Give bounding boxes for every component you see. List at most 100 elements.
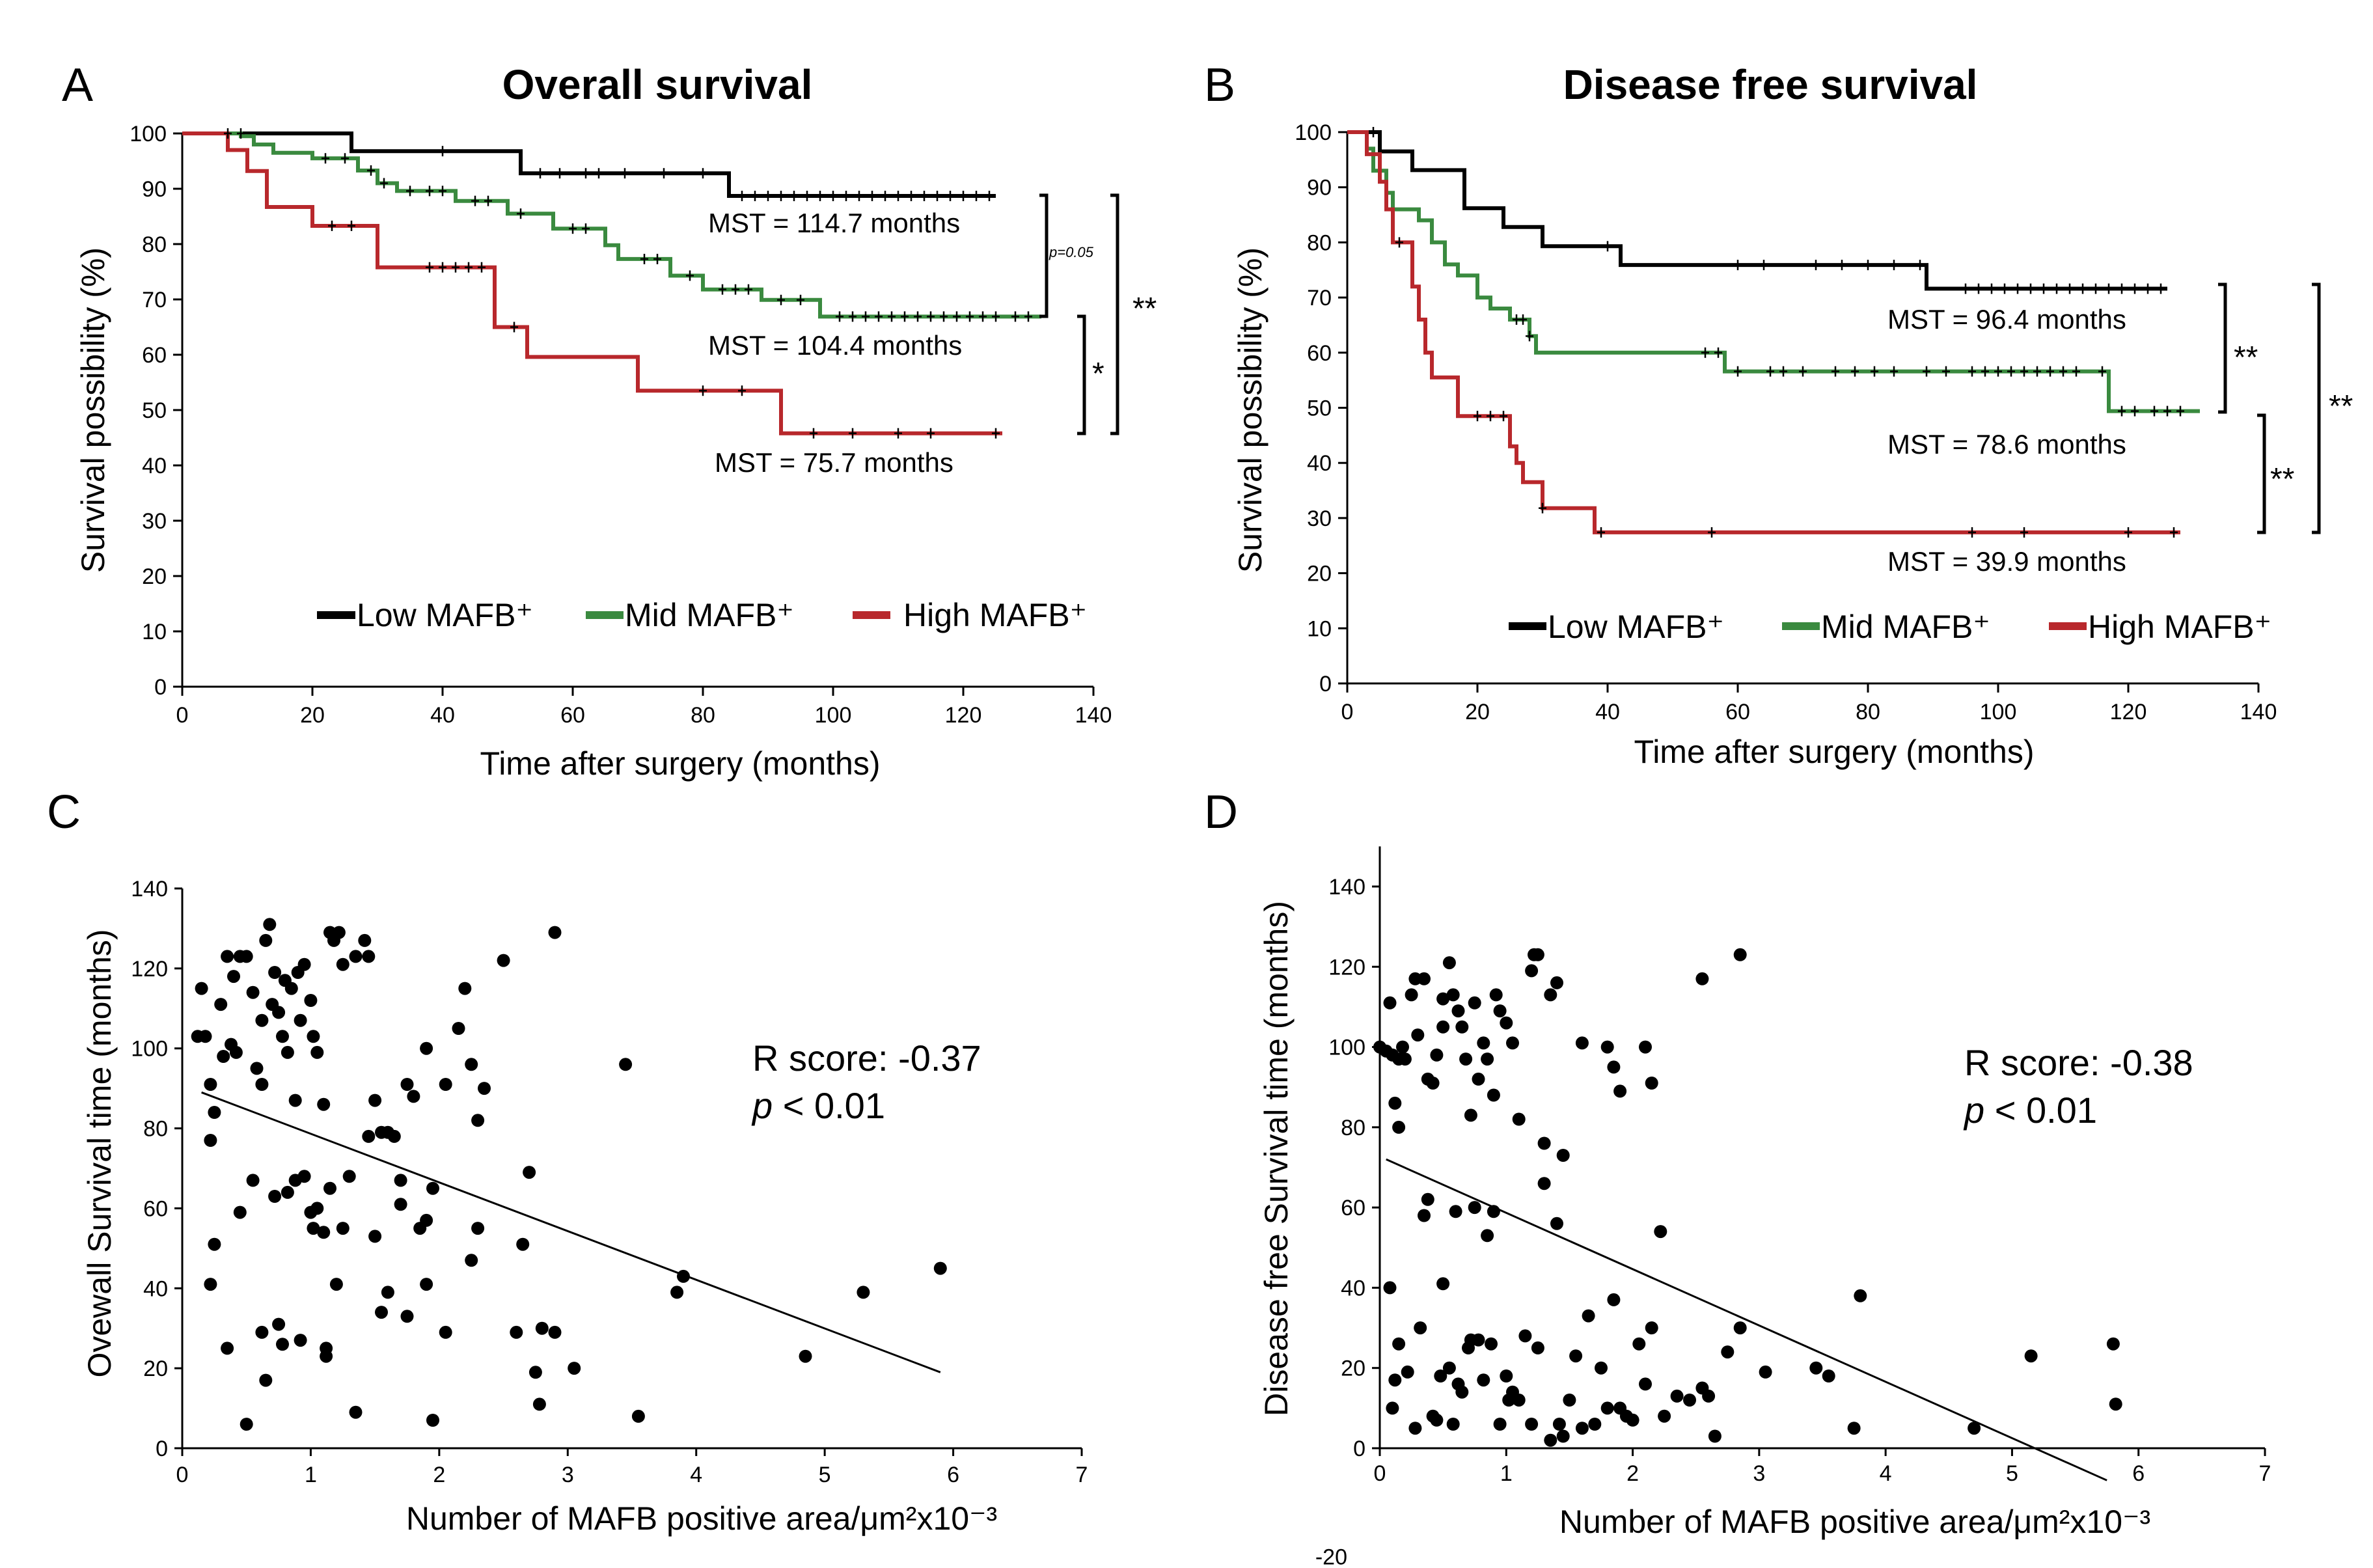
xlabel-a: Time after surgery (months)	[480, 745, 881, 782]
scatter-points-c	[191, 918, 947, 1431]
x-tick-label-b: 140	[2240, 700, 2277, 724]
panel-letter-d: D	[1204, 786, 1238, 838]
x-tick-label-c: 3	[562, 1463, 574, 1487]
x-tick-label-c: 7	[1076, 1463, 1088, 1487]
scatter-point-d	[2109, 1397, 2122, 1411]
scatter-point-d	[1421, 1192, 1434, 1206]
scatter-point-c	[255, 1325, 269, 1339]
scatter-point-d	[1550, 1217, 1563, 1230]
scatter-point-d	[1607, 1060, 1621, 1074]
x-tick-label-c: 2	[433, 1463, 445, 1487]
scatter-point-c	[452, 1022, 465, 1035]
panel-letter-c: C	[47, 786, 81, 838]
scatter-point-c	[208, 1106, 221, 1119]
scatter-point-d	[1426, 1077, 1440, 1090]
scatter-point-c	[471, 1114, 485, 1127]
scatter-point-d	[1459, 1052, 1473, 1066]
km-line-high-a	[182, 131, 1002, 435]
y-tick-label-d: 20	[1341, 1356, 1365, 1381]
x-tick-label-c: 0	[176, 1463, 189, 1487]
scatter-point-c	[400, 1078, 414, 1091]
scatter-point-c	[317, 1226, 331, 1239]
regression-line-c	[201, 1091, 941, 1373]
x-tick-label-d: 1	[1500, 1461, 1513, 1486]
scatter-point-d	[1430, 1048, 1444, 1062]
x-tick-label-c: 6	[947, 1463, 959, 1487]
scatter-point-c	[394, 1174, 407, 1187]
scatter-point-c	[497, 954, 510, 967]
scatter-point-c	[332, 926, 346, 939]
y-tick-label-c: 60	[143, 1196, 168, 1221]
p-value-d: p < 0.01	[1963, 1090, 2097, 1131]
series-lines-a	[182, 131, 1041, 435]
scatter-point-c	[276, 1030, 289, 1043]
scatter-point-c	[246, 1174, 260, 1187]
scatter-point-c	[323, 1181, 336, 1195]
scatter-point-d	[1493, 1418, 1507, 1431]
scatter-point-d	[1822, 1369, 1835, 1382]
scatter-point-c	[288, 1093, 302, 1107]
scatter-point-d	[1436, 992, 1450, 1006]
legend-label-mid-a: Mid MAFB⁺	[625, 597, 794, 633]
scatter-point-c	[246, 985, 260, 999]
ylabel-c: Ovewall Survival time (months)	[81, 929, 118, 1377]
scatter-point-d	[1446, 1418, 1460, 1431]
y-tick-label-c: 100	[131, 1037, 168, 1062]
trendline-d	[1386, 1158, 2107, 1481]
km-line-mid-b	[1347, 130, 2200, 413]
p-value-rest-c: < 0.01	[773, 1085, 885, 1126]
y-tick-label-a: 10	[142, 620, 167, 644]
y-tick-label-d: 0	[1353, 1437, 1365, 1461]
p-value-c: p < 0.01	[751, 1085, 885, 1126]
y-tick-label-b: 10	[1307, 616, 1332, 641]
scatter-point-d	[1537, 1177, 1551, 1190]
scatter-point-d	[1550, 976, 1563, 989]
scatter-point-d	[1639, 1377, 1652, 1391]
y-tick-label-c: 140	[131, 877, 168, 901]
mst-low-b: MST = 96.4 months	[1887, 304, 2126, 335]
scatter-point-d	[1658, 1409, 1671, 1423]
scatter-points-d	[1373, 948, 2122, 1447]
scatter-point-d	[1569, 1349, 1583, 1363]
p-value-letter-d: p	[1963, 1090, 1984, 1131]
scatter-point-d	[1537, 1136, 1551, 1150]
panel-c-overall-scatter: C 0 20 40 60 80 100 120 140 0 1 2 3 4 5 6 7 Ovewall Sur…	[47, 786, 1088, 1537]
r-score-d: R score: -0.38	[1964, 1042, 2193, 1083]
scatter-point-c	[426, 1181, 439, 1195]
x-tick-label-d: 7	[2259, 1461, 2271, 1486]
mst-high-a: MST = 75.7 months	[715, 447, 953, 478]
scatter-point-d	[1512, 1394, 1526, 1407]
scatter-point-d	[1695, 972, 1709, 985]
scatter-point-d	[1500, 1369, 1513, 1382]
scatter-point-c	[933, 1261, 947, 1275]
bracket-low-mid-b	[2218, 282, 2227, 414]
scatter-point-c	[465, 1254, 478, 1267]
scatter-point-c	[426, 1414, 439, 1427]
scatter-point-d	[1388, 1373, 1402, 1387]
axes-d: -20 0 20 40 60 80 100 120 140 0 1 2 3 4 5 6 7	[1315, 846, 2271, 1568]
scatter-point-d	[1654, 1225, 1667, 1239]
y-tick-label-b: 100	[1295, 120, 1332, 145]
y-tick-label-b: 60	[1307, 341, 1332, 366]
scatter-point-d	[1418, 1209, 1431, 1222]
scatter-point-c	[227, 970, 240, 983]
scatter-point-c	[368, 1230, 382, 1243]
panel-b-disease-free-survival: B Disease free survival 0 10 20 30 40 50 60 70 8…	[1204, 59, 2353, 770]
sig-low-high-a: **	[1132, 292, 1157, 326]
scatter-point-d	[1487, 1088, 1500, 1102]
x-tick-label-b: 40	[1595, 700, 1620, 724]
y-tick-label-d: 140	[1328, 875, 1365, 900]
x-tick-label-a: 60	[560, 703, 585, 728]
scatter-point-d	[1383, 1281, 1397, 1295]
scatter-point-d	[1418, 972, 1431, 985]
scatter-point-d	[1613, 1084, 1627, 1098]
sig-mid-high-a: *	[1092, 357, 1104, 391]
y-tick-label-d: -20	[1315, 1545, 1347, 1568]
scatter-point-d	[1809, 1361, 1823, 1375]
y-tick-label-b: 40	[1307, 451, 1332, 476]
scatter-point-c	[320, 1341, 333, 1355]
scatter-point-d	[2106, 1337, 2120, 1351]
scatter-point-d	[1383, 996, 1397, 1010]
scatter-point-d	[1595, 1361, 1608, 1375]
bracket-low-high-b	[2312, 282, 2321, 534]
